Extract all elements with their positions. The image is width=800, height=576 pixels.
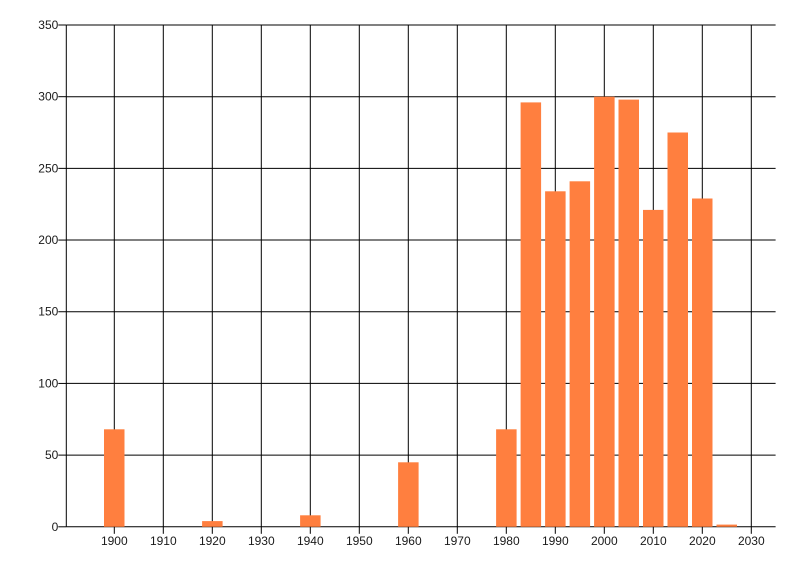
svg-text:1970: 1970 bbox=[444, 534, 471, 548]
svg-text:1910: 1910 bbox=[150, 534, 177, 548]
svg-text:1950: 1950 bbox=[346, 534, 373, 548]
svg-text:2010: 2010 bbox=[640, 534, 667, 548]
svg-text:200: 200 bbox=[38, 233, 58, 247]
svg-text:350: 350 bbox=[38, 18, 58, 32]
svg-text:0: 0 bbox=[52, 520, 59, 534]
svg-text:2020: 2020 bbox=[689, 534, 716, 548]
svg-text:100: 100 bbox=[38, 376, 58, 390]
svg-text:1940: 1940 bbox=[297, 534, 324, 548]
svg-text:1960: 1960 bbox=[395, 534, 422, 548]
svg-text:50: 50 bbox=[45, 448, 59, 462]
svg-text:250: 250 bbox=[38, 161, 58, 175]
svg-text:1990: 1990 bbox=[542, 534, 569, 548]
svg-text:1930: 1930 bbox=[248, 534, 275, 548]
svg-text:1900: 1900 bbox=[101, 534, 128, 548]
svg-text:2030: 2030 bbox=[738, 534, 765, 548]
svg-text:300: 300 bbox=[38, 90, 58, 104]
svg-text:1920: 1920 bbox=[199, 534, 226, 548]
svg-text:1980: 1980 bbox=[493, 534, 520, 548]
svg-text:2000: 2000 bbox=[591, 534, 618, 548]
svg-text:150: 150 bbox=[38, 305, 58, 319]
